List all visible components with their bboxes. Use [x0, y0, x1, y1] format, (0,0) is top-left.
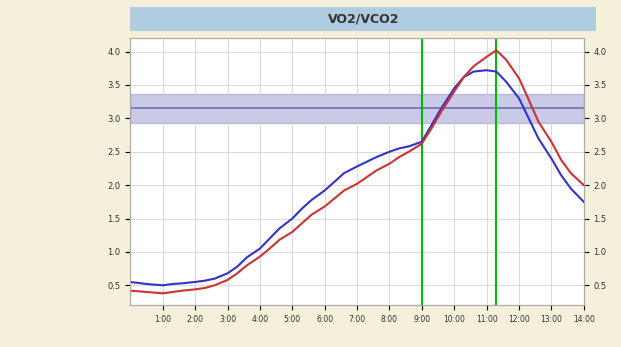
Bar: [130, 94, 584, 123]
Text: VO2/VCO2: VO2/VCO2: [327, 12, 399, 26]
